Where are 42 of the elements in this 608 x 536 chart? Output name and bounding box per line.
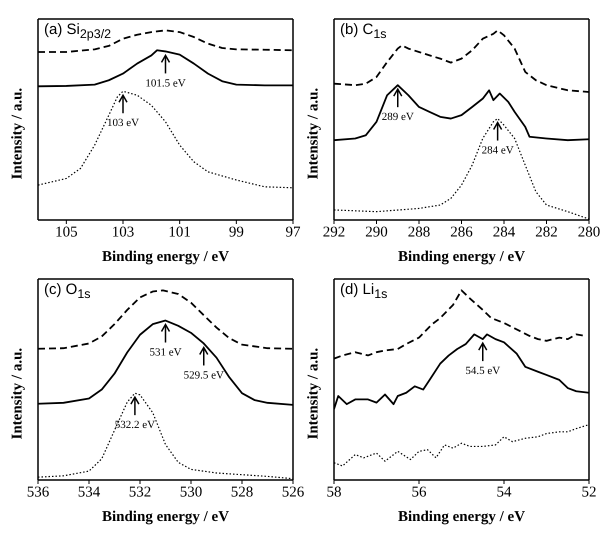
x-tick-label: 290	[365, 224, 388, 241]
x-axis-title: Binding energy / eV	[398, 509, 526, 525]
x-tick-label: 284	[492, 224, 516, 241]
annotation: 531 eV	[149, 346, 182, 359]
x-tick-label: 288	[408, 224, 430, 241]
x-tick-label: 292	[322, 224, 346, 241]
x-tick-label: 52	[582, 484, 596, 501]
x-tick-label: 97	[286, 224, 301, 241]
x-tick-label: 534	[78, 484, 101, 501]
chart-title: (a) Si$_{2p3/2}$	[44, 21, 112, 41]
annotation: 289 eV	[382, 111, 414, 124]
x-tick-label: 103	[112, 224, 134, 241]
annotation: 532.2 eV	[114, 419, 156, 432]
x-tick-label: 58	[326, 484, 342, 501]
y-axis-title: Intensity / a.u.	[305, 88, 322, 180]
x-tick-label: 105	[55, 224, 78, 241]
x-tick-label: 101	[168, 224, 191, 241]
chart-title: (d) Li$_{1s}$	[340, 281, 388, 301]
x-tick-label: 536	[26, 484, 50, 501]
x-tick-label: 532	[128, 484, 152, 501]
x-tick-label: 280	[578, 224, 600, 241]
x-axis-title: Binding energy / eV	[102, 509, 230, 525]
x-tick-label: 54	[496, 484, 512, 501]
annotation: 103 eV	[106, 117, 140, 130]
x-tick-label: 526	[282, 484, 305, 501]
x-tick-label: 56	[412, 484, 427, 501]
y-axis-title: Intensity / a.u.	[9, 88, 26, 180]
chart-title: (c) O$_{1s}$	[44, 281, 91, 301]
x-tick-label: 282	[535, 224, 558, 241]
annotation: 101.5 eV	[145, 77, 186, 90]
y-axis-title: Intensity / a.u.	[9, 348, 26, 440]
chart-title: (b) C$_{1s}$	[340, 21, 387, 41]
x-axis-title: Binding energy / eV	[102, 249, 230, 265]
y-axis-title: Intensity / a.u.	[305, 348, 322, 440]
x-tick-label: 99	[228, 224, 244, 241]
x-tick-label: 286	[450, 224, 474, 241]
x-tick-label: 528	[230, 484, 254, 501]
x-tick-label: 530	[180, 484, 202, 501]
annotation: 54.5 eV	[465, 365, 500, 378]
x-axis-title: Binding energy / eV	[398, 249, 526, 265]
annotation: 529.5 eV	[184, 369, 224, 382]
annotation: 284 eV	[482, 144, 514, 157]
